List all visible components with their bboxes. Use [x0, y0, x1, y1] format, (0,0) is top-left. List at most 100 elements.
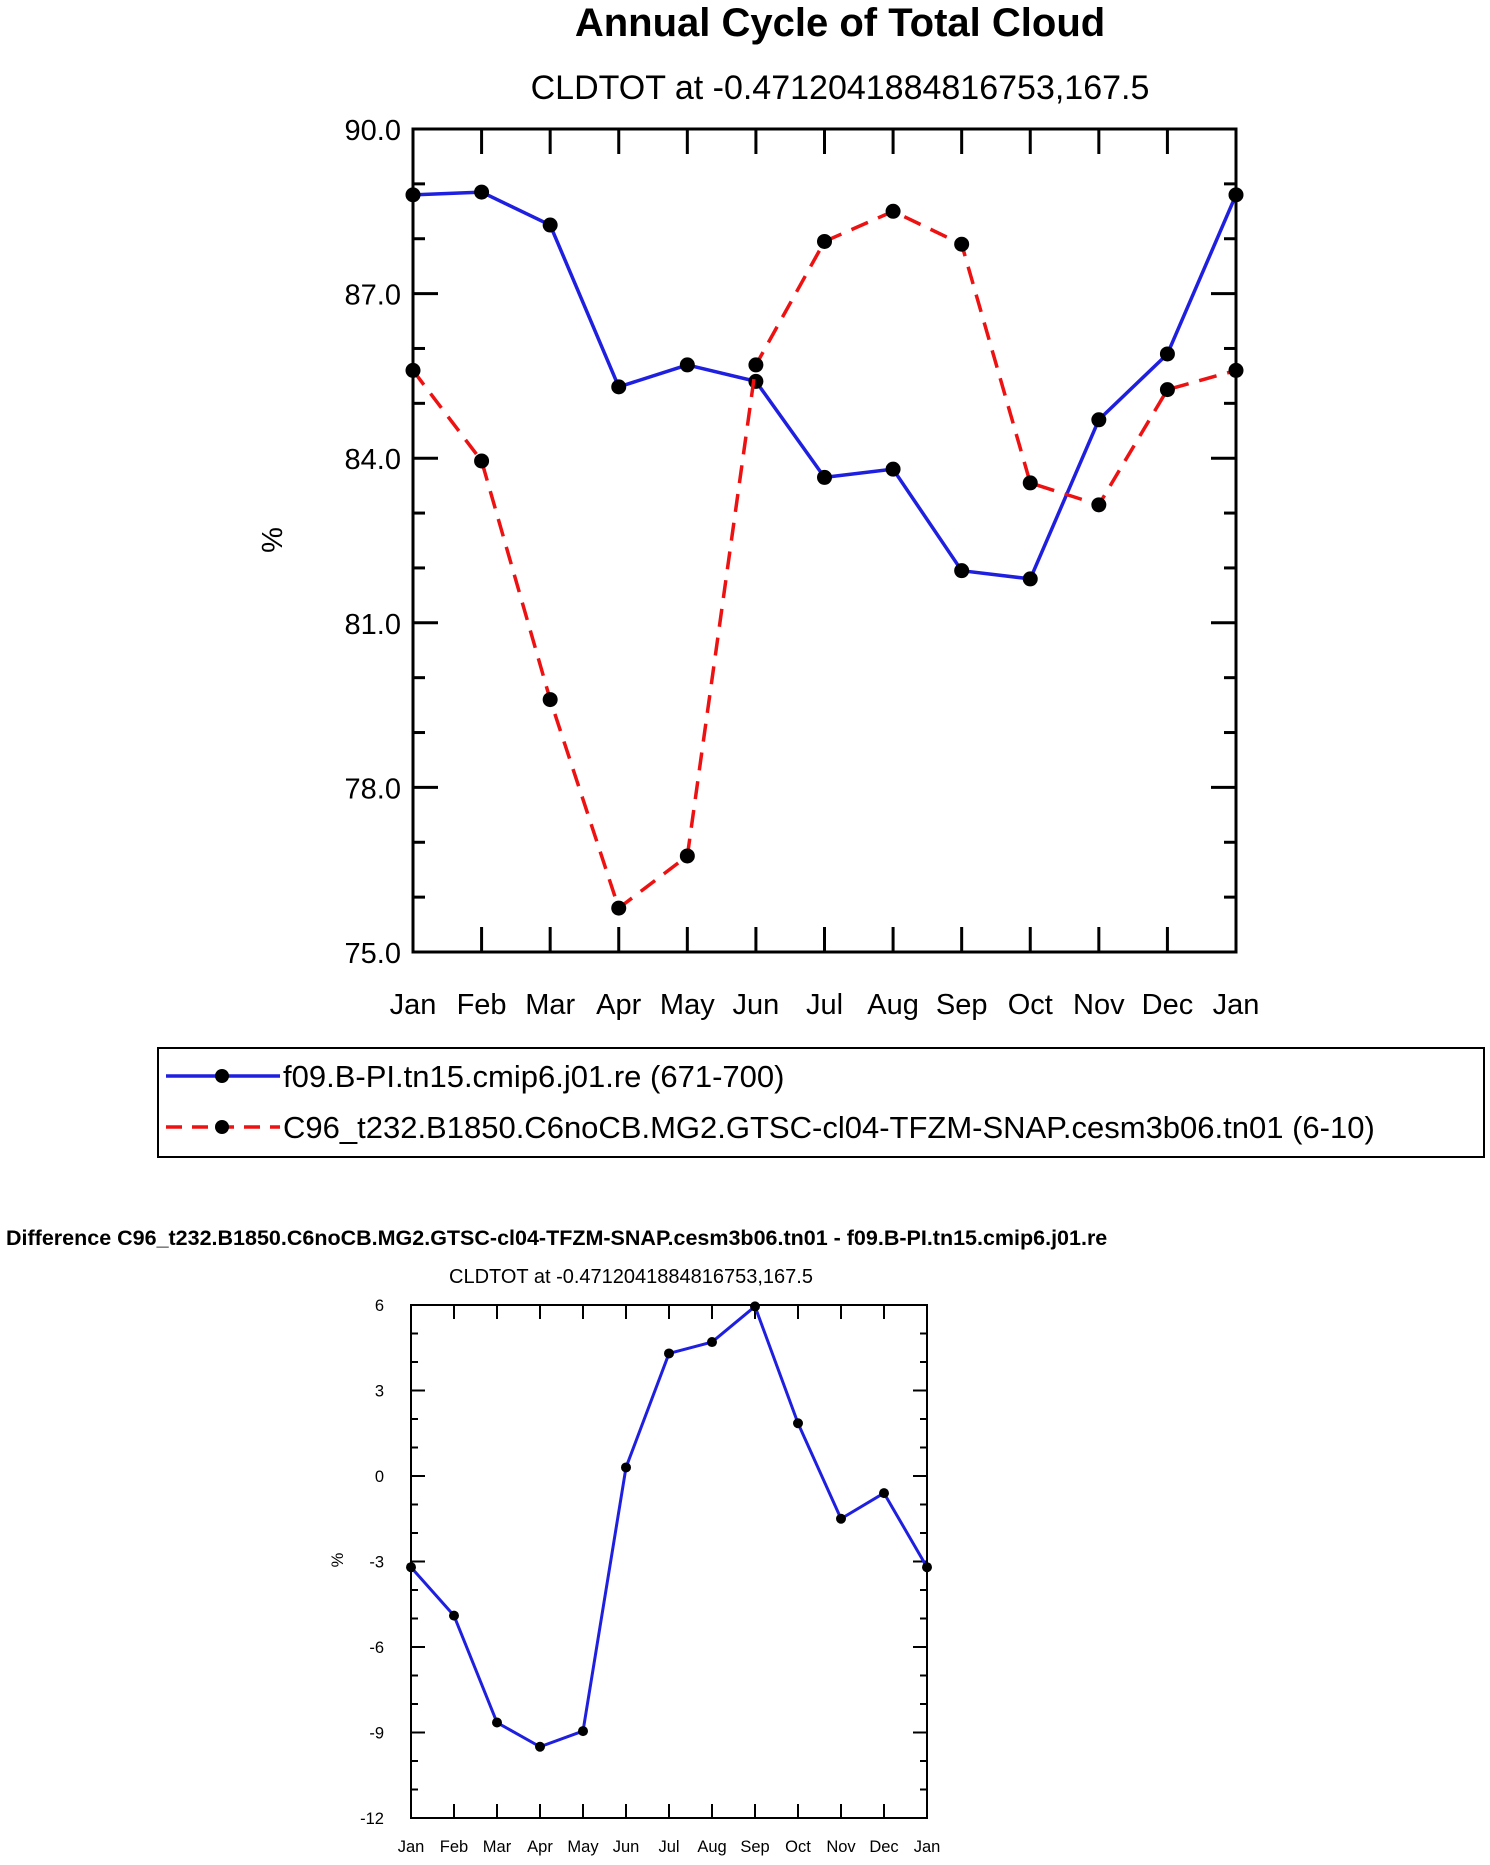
- x-tick-label: Oct: [785, 1838, 811, 1856]
- y-tick-label: 0: [375, 1468, 384, 1486]
- series-2-point: [748, 357, 764, 373]
- legend-box: [157, 1047, 1485, 1158]
- series-1-point: [793, 1418, 803, 1429]
- y-tick-label: 87.0: [345, 280, 401, 312]
- series-1-point: [611, 379, 627, 395]
- y-tick-label: -12: [360, 1810, 384, 1828]
- x-tick-label: Aug: [867, 989, 919, 1021]
- y-tick-label: 75.0: [345, 938, 401, 970]
- x-tick-label: Apr: [527, 1838, 553, 1856]
- difference-title: Difference C96_t232.B1850.C6noCB.MG2.GTS…: [6, 1226, 1107, 1250]
- legend: f09.B-PI.tn15.cmip6.j01.re (671-700) C96…: [157, 1047, 1485, 1158]
- series-2-point: [1091, 497, 1107, 513]
- series-2-point: [885, 203, 901, 219]
- plot-frame: [410, 1304, 928, 1819]
- series-1-point: [817, 469, 832, 485]
- series-line-1: [409, 1304, 929, 1749]
- x-tick-label: Nov: [826, 1838, 856, 1856]
- chart-subtitle: CLDTOT at -0.4712041884816753,167.5: [531, 69, 1150, 107]
- x-tick-label: Dec: [869, 1838, 898, 1856]
- legend-label-series-2: C96_t232.B1850.C6noCB.MG2.GTSC-cl04-TFZM…: [283, 1110, 1375, 1145]
- series-1-point: [405, 187, 421, 203]
- x-tick-label: Jun: [613, 1838, 640, 1856]
- x-tick-label: Feb: [440, 1838, 468, 1856]
- series-1-point: [621, 1462, 631, 1473]
- series-line-2: [411, 209, 1237, 910]
- x-tick-label: Nov: [1073, 989, 1125, 1021]
- x-tick-label: Jan: [390, 989, 437, 1021]
- y-axis-label: %: [257, 527, 289, 553]
- x-tick-label: Jul: [658, 1838, 679, 1856]
- x-tick-label: Sep: [936, 989, 988, 1021]
- difference-y-axis-label: %: [329, 1552, 347, 1567]
- series-layer: [405, 184, 1244, 916]
- legend-marker-series-2: [215, 1120, 229, 1134]
- series-1-point: [836, 1513, 846, 1524]
- difference-series-layer: [406, 1301, 932, 1752]
- legend-marker-series-1: [215, 1069, 229, 1083]
- series-2-point: [679, 848, 695, 864]
- x-tick-labels: Jan Feb Mar Apr May Jun Jul Aug Sep Oct Nov Dec Jan: [390, 989, 1260, 1021]
- series-1-point: [1022, 571, 1038, 587]
- y-tick-label: 6: [375, 1297, 384, 1315]
- series-1-point: [879, 1488, 889, 1499]
- difference-y-tick-labels: -12 -9 -6 -3 0 3 6: [360, 1297, 384, 1828]
- x-tick-label: Mar: [483, 1838, 512, 1856]
- series-1-point: [492, 1717, 502, 1728]
- series-1-point: [664, 1348, 674, 1359]
- series-2-point: [954, 236, 970, 252]
- x-tick-label: Jan: [1213, 989, 1260, 1021]
- y-tick-label: 84.0: [345, 444, 401, 476]
- series-1-point: [922, 1562, 932, 1573]
- series-1-point: [449, 1610, 459, 1621]
- x-tick-label: Mar: [525, 989, 575, 1021]
- series-1-point: [1228, 187, 1244, 203]
- series-2-point: [542, 692, 558, 708]
- difference-x-tick-labels: Jan Feb Mar Apr May Jun Jul Aug Sep Oct Nov Dec Jan: [398, 1838, 941, 1856]
- series-1-point: [679, 357, 695, 373]
- series-2-point: [405, 362, 421, 378]
- y-tick-label: 81.0: [345, 609, 401, 641]
- x-tick-label: Sep: [740, 1838, 769, 1856]
- chart-title: Annual Cycle of Total Cloud: [575, 1, 1105, 45]
- x-tick-label: Apr: [596, 989, 641, 1021]
- y-tick-label: 90.0: [345, 115, 401, 147]
- x-tick-label: Jan: [914, 1838, 941, 1856]
- series-1-point: [1091, 412, 1107, 428]
- series-2-point: [1228, 362, 1244, 378]
- y-tick-label: 78.0: [345, 773, 401, 805]
- x-tick-label: Jan: [398, 1838, 425, 1856]
- x-tick-label: Aug: [697, 1838, 726, 1856]
- y-tick-label: 3: [375, 1383, 384, 1401]
- y-tick-labels: 75.0 78.0 81.0 84.0 87.0 90.0: [345, 115, 401, 970]
- difference-axis-frame: [410, 1304, 928, 1819]
- y-tick-label: -3: [369, 1554, 384, 1572]
- x-tick-label: Dec: [1142, 989, 1194, 1021]
- x-tick-label: Oct: [1008, 989, 1053, 1021]
- series-line-1: [412, 190, 1238, 581]
- series-1-point: [748, 373, 764, 389]
- series-1-point: [578, 1726, 588, 1737]
- series-1-point: [750, 1301, 760, 1312]
- series-1-point: [1159, 346, 1175, 362]
- series-1-point: [885, 461, 901, 477]
- annual-cycle-chart: Annual Cycle of Total Cloud CLDTOT at -0…: [257, 1, 1259, 1021]
- y-tick-label: -6: [369, 1639, 384, 1657]
- x-tick-label: May: [567, 1838, 599, 1856]
- series-1-point: [707, 1337, 717, 1348]
- x-tick-label: Jul: [806, 989, 843, 1021]
- y-tick-label: -9: [369, 1725, 384, 1743]
- series-1-point: [954, 563, 970, 579]
- legend-label-series-1: f09.B-PI.tn15.cmip6.j01.re (671-700): [283, 1059, 784, 1094]
- series-1-point: [535, 1741, 545, 1752]
- x-tick-label: May: [660, 989, 715, 1021]
- x-tick-label: Jun: [733, 989, 780, 1021]
- difference-chart: Difference C96_t232.B1850.C6noCB.MG2.GTS…: [6, 1226, 1107, 1856]
- x-tick-label: Feb: [457, 989, 507, 1021]
- plot-frame: [411, 127, 1238, 954]
- series-1-point: [406, 1562, 416, 1573]
- series-2-point: [1159, 382, 1175, 398]
- series-1-point: [474, 184, 490, 200]
- series-1-point: [542, 217, 558, 233]
